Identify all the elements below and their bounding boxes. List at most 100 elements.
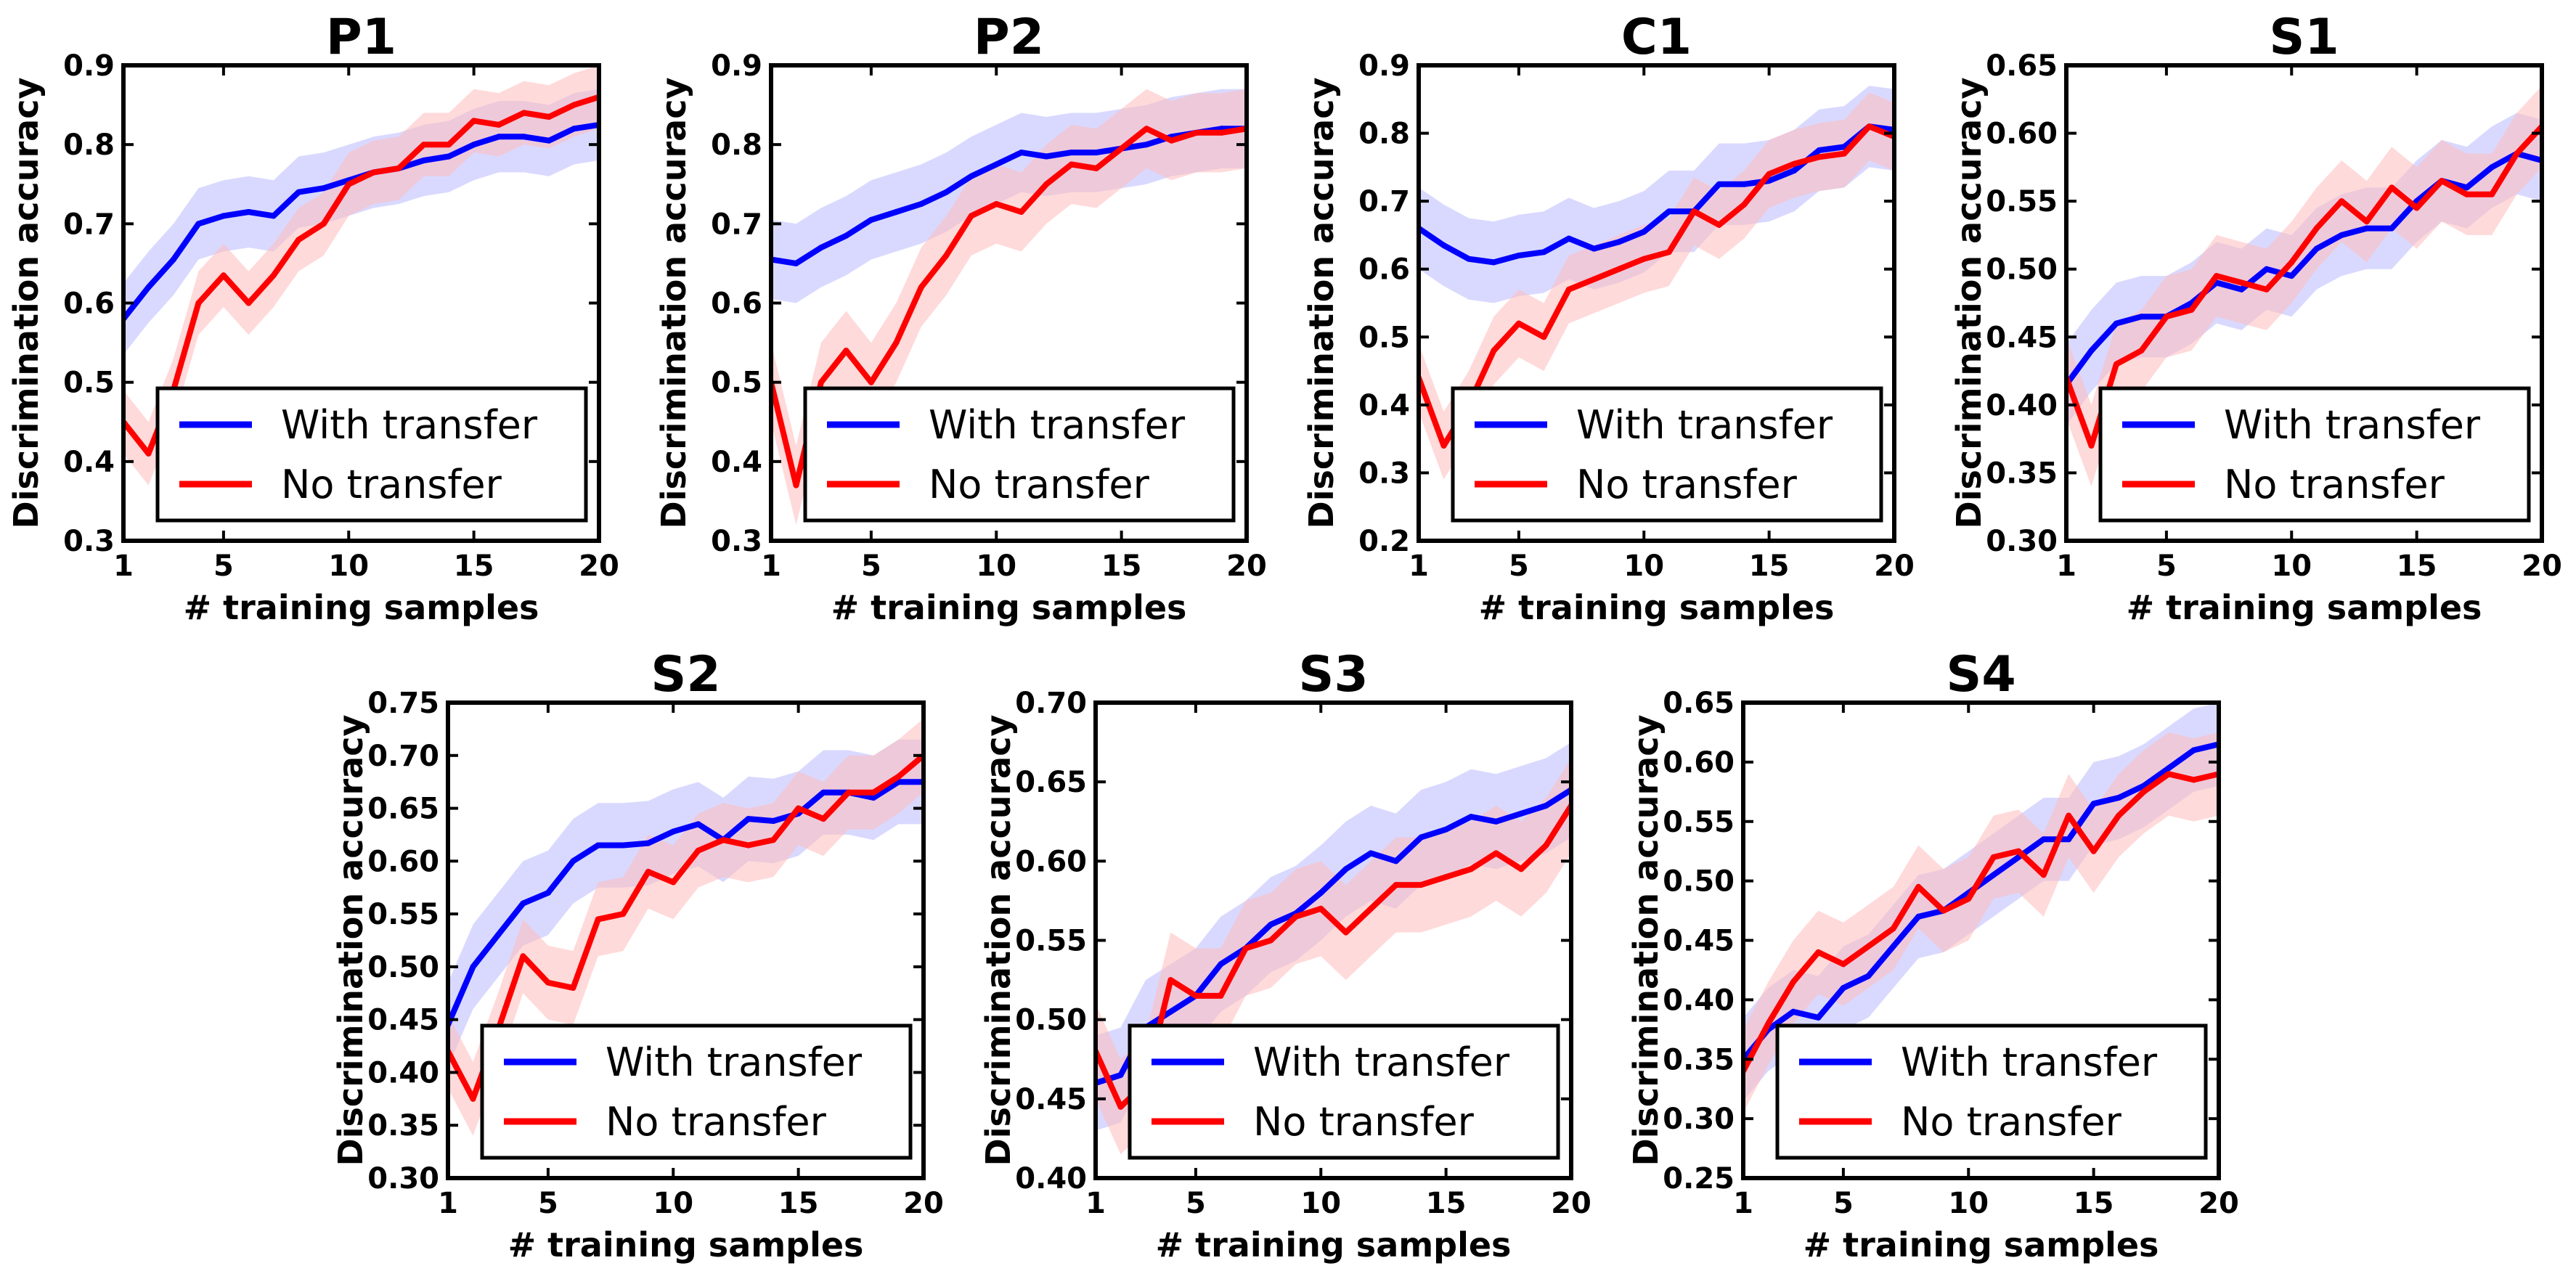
data-point-with-transfer xyxy=(1543,802,1549,809)
data-point-with-transfer xyxy=(968,173,974,179)
data-point-with-transfer xyxy=(871,795,877,801)
y-tick-label: 0.35 xyxy=(1986,457,2058,490)
x-tick-label: 10 xyxy=(328,549,369,583)
legend-label-no-transfer: No transfer xyxy=(1576,462,1798,507)
data-point-with-transfer xyxy=(521,134,527,140)
data-point-with-transfer xyxy=(1791,168,1798,173)
y-tick-label: 0.7 xyxy=(63,208,115,241)
band-no-transfer xyxy=(123,65,599,486)
data-point-with-transfer xyxy=(1342,866,1349,872)
data-point-no-transfer xyxy=(346,181,352,187)
data-point-with-transfer xyxy=(1418,834,1424,841)
legend-label-with-transfer: With transfer xyxy=(1901,1039,2158,1085)
data-point-no-transfer xyxy=(2514,150,2520,157)
data-point-no-transfer xyxy=(1615,266,1622,272)
data-point-no-transfer xyxy=(1791,160,1798,167)
data-point-with-transfer xyxy=(470,963,476,970)
data-point-no-transfer xyxy=(2190,777,2197,783)
data-point-no-transfer xyxy=(1591,276,1597,282)
data-point-no-transfer xyxy=(1368,905,1374,912)
data-point-with-transfer xyxy=(170,256,176,263)
x-axis-label: # training samples xyxy=(831,588,1187,627)
x-tick-label: 10 xyxy=(2271,549,2312,583)
data-point-with-transfer xyxy=(195,221,202,227)
data-point-with-transfer xyxy=(695,821,701,827)
data-point-no-transfer xyxy=(2288,259,2295,266)
data-point-no-transfer xyxy=(993,201,1000,207)
x-tick-label: 1 xyxy=(1409,549,1429,583)
x-tick-label: 10 xyxy=(1623,549,1664,583)
y-tick-label: 0.35 xyxy=(1663,1043,1735,1076)
data-point-no-transfer xyxy=(1117,1103,1124,1110)
data-point-no-transfer xyxy=(1342,929,1349,936)
data-point-no-transfer xyxy=(1242,945,1249,952)
band-no-transfer xyxy=(2066,86,2542,487)
data-point-with-transfer xyxy=(770,818,777,824)
data-point-no-transfer xyxy=(1865,943,1872,949)
x-tick-label: 10 xyxy=(653,1187,693,1220)
data-point-no-transfer xyxy=(1543,842,1549,849)
x-tick-label: 10 xyxy=(1948,1187,1989,1220)
legend-box xyxy=(2098,386,2531,523)
data-point-no-transfer xyxy=(2166,771,2172,777)
data-point-with-transfer xyxy=(295,189,302,195)
y-tick-label: 0.3 xyxy=(711,525,762,558)
band-with-transfer xyxy=(123,89,599,355)
data-point-with-transfer xyxy=(220,213,227,219)
y-tick-label: 0.45 xyxy=(1663,925,1735,958)
y-axis-label: Discrimination accuracy xyxy=(1302,78,1341,529)
y-tick-label: 0.7 xyxy=(1358,185,1410,218)
data-point-no-transfer xyxy=(2088,443,2095,449)
series-line-no-transfer xyxy=(1096,804,1571,1110)
data-point-no-transfer xyxy=(1866,123,1872,130)
axes-frame xyxy=(1417,63,1896,543)
data-point-with-transfer xyxy=(1443,826,1449,833)
series-line-no-transfer xyxy=(2066,124,2542,449)
data-point-with-transfer xyxy=(1465,256,1472,262)
data-point-with-transfer xyxy=(2238,286,2245,293)
series-line-no-transfer xyxy=(448,753,924,1102)
x-axis-label: # training samples xyxy=(2127,588,2482,627)
y-tick-label: 0.50 xyxy=(1015,1004,1087,1037)
series-line-with-transfer xyxy=(1743,741,2219,1061)
panel-s2: 1 5 10 15 200.300.350.400.450.500.550.600.65… xyxy=(331,646,944,1264)
x-tick-label: 1 xyxy=(113,549,134,583)
data-point-no-transfer xyxy=(2339,198,2345,205)
y-tick-label: 0.40 xyxy=(1986,389,2058,422)
y-tick-label: 0.50 xyxy=(1663,865,1735,899)
y-tick-label: 0.5 xyxy=(711,367,762,400)
x-tick-label: 20 xyxy=(1551,1187,1591,1220)
data-point-with-transfer xyxy=(520,900,526,907)
legend-label-with-transfer: With transfer xyxy=(1253,1039,1510,1085)
data-point-no-transfer xyxy=(521,110,527,116)
data-point-with-transfer xyxy=(1741,181,1748,187)
data-point-with-transfer xyxy=(943,189,950,195)
data-point-with-transfer xyxy=(494,932,501,939)
y-tick-label: 0.6 xyxy=(711,287,762,321)
data-point-with-transfer xyxy=(1468,814,1475,820)
data-point-no-transfer xyxy=(1541,334,1547,340)
data-point-no-transfer xyxy=(396,165,402,171)
y-axis-label: Discrimination accuracy xyxy=(7,78,46,529)
data-point-with-transfer xyxy=(1716,181,1722,187)
legend: With transfer No transfer xyxy=(2098,386,2531,523)
data-point-no-transfer xyxy=(1167,977,1174,984)
data-point-no-transfer xyxy=(2188,306,2195,313)
y-axis-label: Discrimination accuracy xyxy=(654,78,693,529)
data-point-with-transfer xyxy=(270,213,277,219)
data-point-with-transfer xyxy=(2313,245,2320,252)
legend-label-no-transfer: No transfer xyxy=(606,1099,827,1145)
y-tick-label: 0.9 xyxy=(711,49,762,83)
y-tick-label: 0.5 xyxy=(1358,321,1410,354)
data-point-with-transfer xyxy=(1268,921,1274,928)
axes-frame xyxy=(1093,700,1573,1180)
series-line-no-transfer xyxy=(123,94,599,457)
y-tick-label: 0.9 xyxy=(1358,49,1410,83)
y-tick-label: 0.70 xyxy=(367,740,439,773)
panel-title: S1 xyxy=(2269,9,2339,66)
y-tick-label: 0.50 xyxy=(367,951,439,984)
data-point-no-transfer xyxy=(2413,205,2420,211)
data-point-with-transfer xyxy=(2463,184,2470,191)
data-point-no-transfer xyxy=(795,805,802,812)
data-point-no-transfer xyxy=(645,868,651,875)
